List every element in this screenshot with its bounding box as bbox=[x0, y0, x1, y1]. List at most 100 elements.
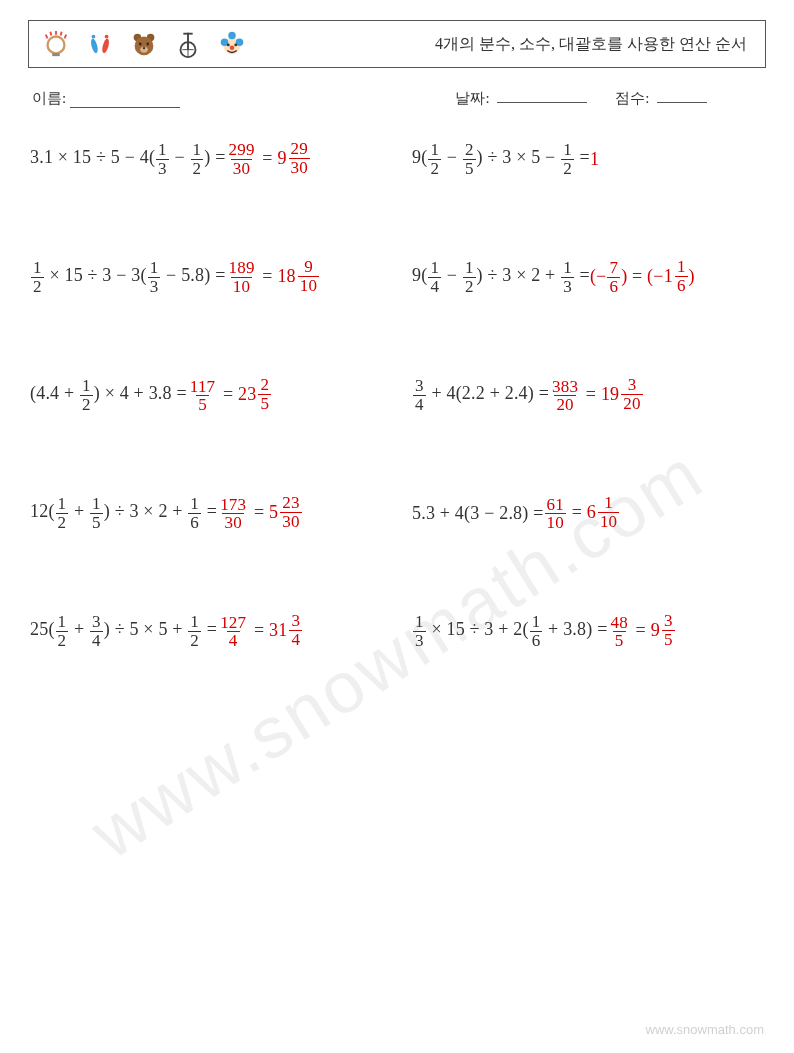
score-label: 점수: bbox=[615, 90, 649, 106]
math-text: − bbox=[442, 147, 462, 167]
fraction: 12 bbox=[463, 259, 476, 296]
fraction: 16 bbox=[188, 495, 201, 532]
math-text: 25( bbox=[30, 619, 55, 639]
svg-point-4 bbox=[92, 35, 96, 39]
math-text: = bbox=[249, 502, 269, 522]
fraction: 12 bbox=[188, 613, 201, 650]
worksheet-title: 4개의 분수, 소수, 대괄호를 사용한 연산 순서 bbox=[435, 34, 753, 55]
problem-6: 34 + 4(2.2 + 2.4) = 38320 = 19320 bbox=[412, 376, 764, 414]
problem-2: 9(12 − 25) ÷ 3 × 5 − 12 = 1 bbox=[412, 140, 764, 178]
mixed-number: 6110 bbox=[587, 494, 621, 531]
math-text: ) × 4 + 3.8 = bbox=[94, 383, 187, 403]
header-box: 4개의 분수, 소수, 대괄호를 사용한 연산 순서 bbox=[28, 20, 766, 68]
math-text: 5.3 + 4(3 − 2.8) = bbox=[412, 503, 544, 523]
math-text: + 3.8) = bbox=[543, 619, 607, 639]
svg-point-21 bbox=[228, 32, 236, 40]
clown-icon bbox=[217, 29, 247, 59]
fraction: 12 bbox=[31, 259, 44, 296]
math-text: = bbox=[631, 620, 651, 640]
mixed-number: 935 bbox=[651, 612, 676, 649]
svg-point-10 bbox=[146, 43, 149, 46]
svg-point-2 bbox=[90, 38, 99, 54]
svg-point-5 bbox=[105, 35, 109, 39]
mixed-number: 19320 bbox=[601, 376, 644, 413]
fraction: 14 bbox=[428, 259, 441, 296]
fraction: 29930 bbox=[227, 141, 257, 178]
fraction: 6110 bbox=[545, 496, 566, 533]
name-label: 이름: bbox=[32, 89, 66, 108]
math-text: ) = (− bbox=[621, 266, 664, 286]
mixed-number: 116 bbox=[664, 258, 689, 295]
header-icons bbox=[41, 29, 247, 59]
mixed-number: 3134 bbox=[269, 612, 303, 649]
fraction: 13 bbox=[561, 259, 574, 296]
date-blank bbox=[497, 86, 587, 103]
math-text: × 15 ÷ 3 + 2( bbox=[427, 619, 529, 639]
math-text: + bbox=[69, 619, 89, 639]
math-text: = bbox=[258, 148, 278, 168]
fraction: 76 bbox=[607, 259, 620, 296]
math-text: = bbox=[258, 266, 278, 286]
problems-grid: 3.1 × 15 ÷ 5 − 4(13 − 12) = 29930 = 9293… bbox=[28, 140, 766, 650]
math-text: = bbox=[218, 384, 238, 404]
fraction: 1274 bbox=[218, 614, 248, 651]
math-text: − bbox=[442, 265, 462, 285]
problem-9: 25(12 + 34) ÷ 5 × 5 + 12 = 1274 = 3134 bbox=[30, 612, 382, 650]
fraction: 15 bbox=[90, 495, 103, 532]
math-text: = bbox=[249, 620, 269, 640]
svg-point-23 bbox=[234, 44, 237, 47]
math-text: 1 bbox=[590, 149, 599, 169]
fraction: 13 bbox=[156, 141, 169, 178]
fraction: 38320 bbox=[550, 378, 580, 415]
date-label: 날짜: bbox=[455, 90, 489, 106]
mixed-number: 18910 bbox=[277, 258, 320, 295]
math-text: ) ÷ 3 × 2 + bbox=[104, 501, 188, 521]
fraction: 12 bbox=[56, 495, 69, 532]
footer-url: www.snowmath.com bbox=[646, 1022, 764, 1037]
math-text: 12( bbox=[30, 501, 55, 521]
problem-5: (4.4 + 12) × 4 + 3.8 = 1175 = 2325 bbox=[30, 376, 382, 414]
problem-8: 5.3 + 4(3 − 2.8) = 6110 = 6110 bbox=[412, 494, 764, 532]
fraction: 16 bbox=[530, 613, 543, 650]
bear-icon bbox=[129, 29, 159, 59]
svg-point-9 bbox=[139, 43, 142, 46]
mixed-number: 92930 bbox=[277, 140, 311, 177]
problem-4: 9(14 − 12) ÷ 3 × 2 + 13 = (−76) = (−116) bbox=[412, 258, 764, 296]
problem-3: 12 × 15 ÷ 3 − 3(13 − 5.8) = 18910 = 1891… bbox=[30, 258, 382, 296]
math-text: − bbox=[170, 147, 190, 167]
math-text: (− bbox=[590, 266, 607, 286]
math-text: ) ÷ 3 × 2 + bbox=[477, 265, 561, 285]
svg-point-12 bbox=[143, 47, 145, 49]
mixed-number: 52330 bbox=[269, 494, 303, 531]
math-text: = bbox=[202, 619, 217, 639]
math-text: + bbox=[69, 501, 89, 521]
math-text: = bbox=[581, 384, 601, 404]
svg-rect-1 bbox=[52, 53, 60, 56]
math-text: ) = bbox=[204, 147, 225, 167]
unicycle-icon bbox=[173, 29, 203, 59]
math-text: − 5.8) = bbox=[161, 265, 225, 285]
problem-7: 12(12 + 15) ÷ 3 × 2 + 16 = 17330 = 52330 bbox=[30, 494, 382, 532]
mixed-number: 2325 bbox=[238, 376, 272, 413]
fraction: 12 bbox=[561, 141, 574, 178]
pins-icon bbox=[85, 29, 115, 59]
fraction: 13 bbox=[413, 613, 426, 650]
math-text: ) ÷ 3 × 5 − bbox=[477, 147, 561, 167]
fraction: 34 bbox=[90, 613, 103, 650]
svg-point-24 bbox=[230, 45, 235, 50]
fraction: 485 bbox=[609, 614, 630, 651]
math-text: = bbox=[575, 147, 590, 167]
fraction: 12 bbox=[80, 377, 93, 414]
math-text: × 15 ÷ 3 − 3( bbox=[45, 265, 147, 285]
svg-point-3 bbox=[101, 38, 110, 54]
fraction: 12 bbox=[56, 613, 69, 650]
math-text: 9( bbox=[412, 265, 427, 285]
math-text: = bbox=[575, 265, 590, 285]
fraction: 1175 bbox=[188, 378, 217, 415]
math-text: 9( bbox=[412, 147, 427, 167]
math-text: 3.1 × 15 ÷ 5 − 4( bbox=[30, 147, 155, 167]
name-blank bbox=[70, 91, 180, 108]
fraction: 12 bbox=[428, 141, 441, 178]
fraction: 12 bbox=[191, 141, 204, 178]
math-text: (4.4 + bbox=[30, 383, 79, 403]
